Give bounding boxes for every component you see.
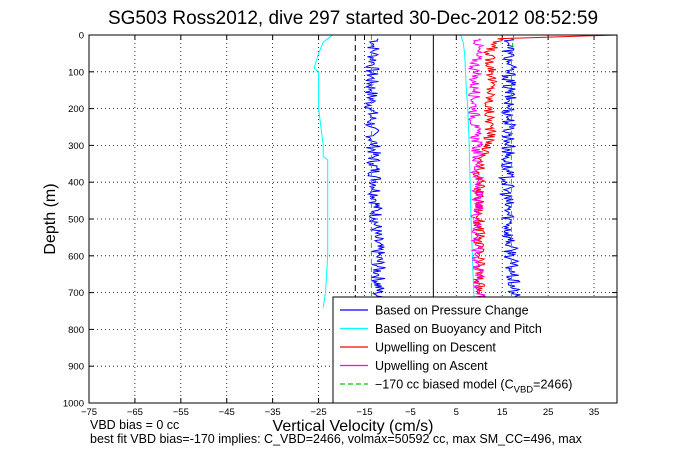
series-line (510, 34, 515, 308)
legend-label: Based on Pressure Change (375, 304, 529, 318)
y-tick-label: 900 (68, 362, 84, 373)
y-axis-label: Depth (m) (42, 183, 59, 254)
vbd-bias-note: VBD bias = 0 cc (90, 418, 180, 432)
y-tick-label: 500 (68, 215, 84, 226)
x-tick-label: −35 (265, 407, 281, 418)
x-tick-label: 15 (497, 407, 508, 418)
y-tick-label: 0 (79, 31, 84, 42)
y-tick-label: 600 (68, 251, 84, 262)
y-tick-label: 300 (68, 141, 84, 152)
x-tick-label: −65 (127, 407, 143, 418)
legend-label: Upwelling on Descent (375, 341, 496, 355)
x-tick-label: 25 (543, 407, 554, 418)
x-tick-label: −75 (81, 407, 97, 418)
x-axis-label: Vertical Velocity (cm/s) (273, 418, 434, 435)
series-line (467, 38, 486, 308)
y-tick-label: 1000 (63, 399, 84, 410)
x-tick-label: −5 (405, 407, 416, 418)
y-tick-label: 800 (68, 325, 84, 336)
y-tick-label: 400 (68, 178, 84, 189)
legend-label: Based on Buoyancy and Pitch (375, 322, 542, 336)
x-tick-label: −55 (173, 407, 189, 418)
series-line (460, 34, 476, 308)
series-line (363, 38, 386, 308)
x-tick-label: −45 (219, 407, 235, 418)
plot-area: −75 −65 −55 −45 −35 −25 −15 −5 5 15 25 350100200300… (63, 31, 618, 418)
series-line (313, 34, 333, 308)
best-fit-note: best fit VBD bias=-170 implies: C_VBD=24… (90, 432, 582, 446)
legend-label: Upwelling on Ascent (375, 359, 488, 373)
y-tick-label: 200 (68, 104, 84, 115)
y-tick-label: 700 (68, 288, 84, 299)
legend-box (332, 296, 618, 404)
y-tick-label: 100 (68, 67, 84, 78)
series-line (497, 38, 521, 308)
x-tick-label: 35 (589, 407, 600, 418)
x-tick-label: −15 (356, 407, 372, 418)
x-tick-label: −25 (311, 407, 327, 418)
chart-title: SG503 Ross2012, dive 297 started 30-Dec-… (108, 8, 598, 29)
x-tick-label: 5 (454, 407, 459, 418)
